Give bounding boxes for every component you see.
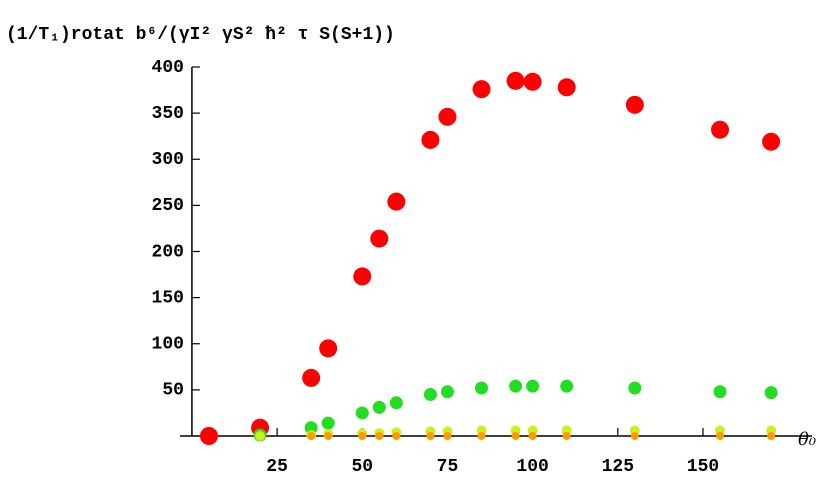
point	[443, 432, 452, 440]
y-axis-label: (1/T₁)rotat b⁶/(γI² γS² ħ² τ S(S+1))	[6, 25, 395, 45]
point	[353, 267, 372, 286]
y-tick-label: 100	[152, 335, 184, 355]
point	[358, 432, 367, 440]
point	[711, 120, 730, 139]
point	[355, 406, 369, 420]
point	[625, 95, 644, 114]
point	[472, 80, 491, 99]
point	[255, 431, 266, 441]
y-tick-label: 400	[152, 58, 184, 78]
point	[423, 387, 437, 401]
point	[372, 400, 386, 414]
x-tick-label: 25	[266, 457, 288, 477]
point	[713, 385, 727, 399]
point	[528, 432, 537, 440]
point	[438, 107, 457, 126]
point	[475, 381, 489, 395]
point	[324, 432, 333, 440]
point	[767, 432, 776, 440]
point	[716, 432, 725, 440]
point	[477, 432, 486, 440]
point	[421, 130, 440, 149]
point	[511, 432, 520, 440]
x-tick-label: 50	[351, 457, 373, 477]
point	[392, 432, 401, 440]
point	[560, 379, 574, 393]
point	[319, 339, 338, 358]
point	[321, 416, 335, 430]
point	[389, 396, 403, 410]
point	[628, 381, 642, 395]
point	[762, 132, 781, 151]
point	[370, 229, 389, 248]
y-tick-label: 50	[162, 381, 184, 401]
point	[630, 432, 639, 440]
x-axis-label: θ₀	[798, 429, 816, 450]
point	[506, 71, 525, 90]
x-tick-label: 100	[516, 457, 548, 477]
point	[304, 421, 318, 435]
y-tick-label: 250	[152, 196, 184, 216]
point	[307, 432, 316, 440]
x-tick-label: 150	[687, 457, 719, 477]
point	[387, 192, 406, 211]
point	[526, 379, 540, 393]
point	[509, 379, 523, 393]
x-tick-label: 75	[437, 457, 459, 477]
point	[375, 432, 384, 440]
y-tick-label: 300	[152, 150, 184, 170]
y-tick-label: 350	[152, 104, 184, 124]
point	[764, 386, 778, 400]
point	[199, 427, 218, 445]
point	[302, 368, 321, 387]
point	[562, 432, 571, 440]
y-tick-label: 150	[152, 288, 184, 308]
point	[426, 432, 435, 440]
x-tick-label: 125	[602, 457, 634, 477]
y-tick-label: 200	[152, 242, 184, 262]
point	[523, 72, 542, 91]
point	[440, 385, 454, 399]
point	[557, 78, 576, 97]
